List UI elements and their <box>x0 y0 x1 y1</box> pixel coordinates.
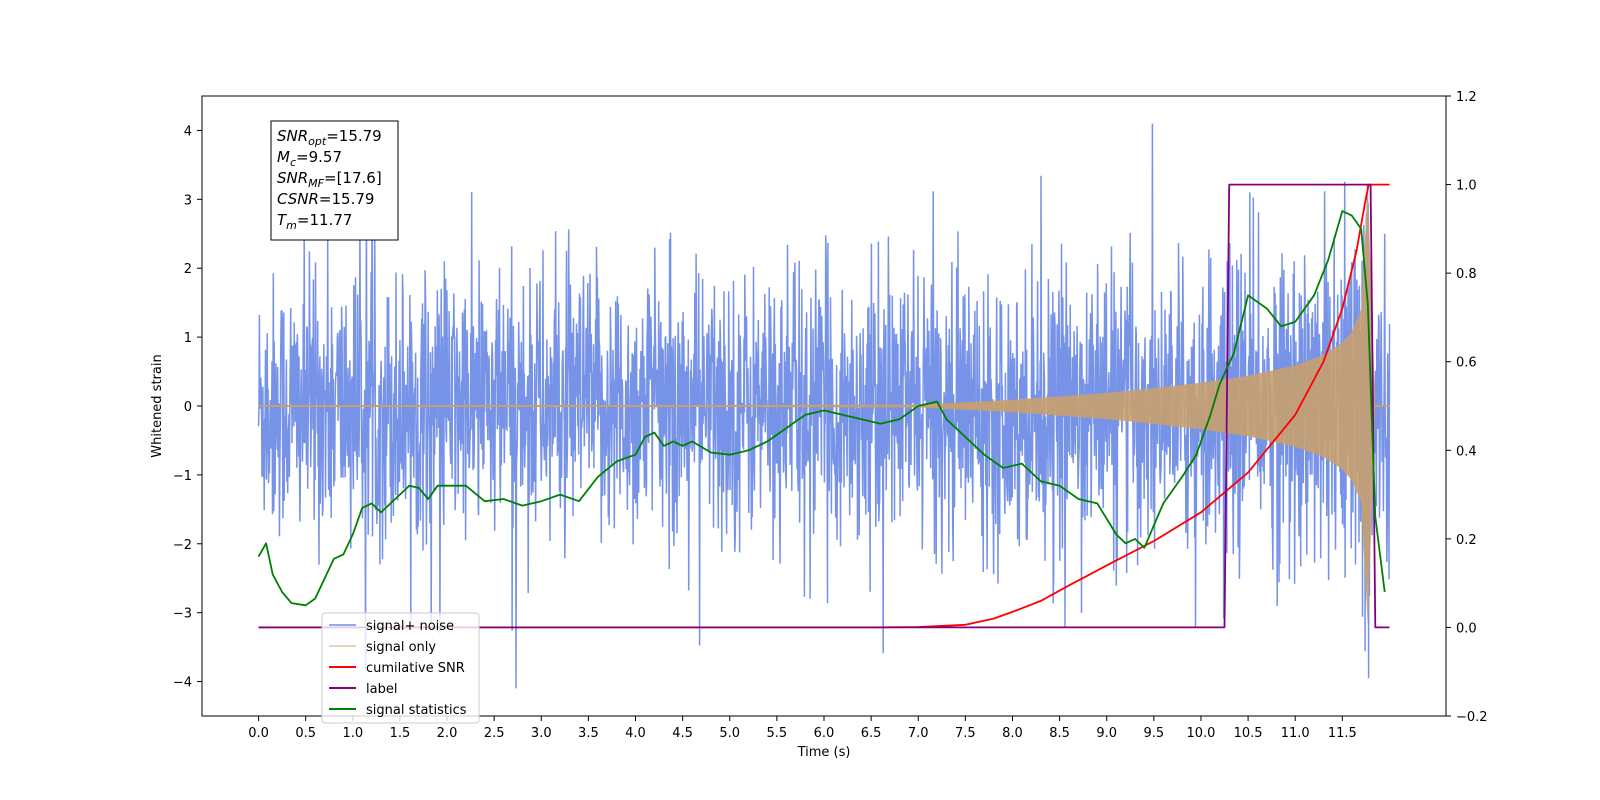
y2-tick-label: −0.2 <box>1456 710 1488 725</box>
x-axis: 0.0 0.5 1.0 1.5 2.0 2.5 3.0 3.5 4.0 4.5 5.0 5.5 6.0 6… <box>248 716 1357 741</box>
y-tick-label: 3 <box>184 193 192 208</box>
y2-tick-label: 1.0 <box>1456 179 1477 194</box>
y2-tick-label: 0.6 <box>1456 356 1477 371</box>
y-axis-label: Whitened strain <box>150 354 165 457</box>
x-tick-label: 5.0 <box>719 726 740 741</box>
x-tick-label: 2.5 <box>484 726 505 741</box>
x-tick-label: 4.5 <box>672 726 693 741</box>
annotation-line: Mc=9.57 <box>277 148 342 169</box>
y-tick-label: 1 <box>184 331 192 346</box>
y-tick-label: 2 <box>184 262 192 277</box>
x-tick-label: 8.5 <box>1049 726 1070 741</box>
y-tick-label: −4 <box>173 676 192 691</box>
legend-label: cumilative SNR <box>366 661 465 676</box>
y-tick-label: 4 <box>184 124 192 139</box>
series-label-line <box>258 183 1390 629</box>
x-tick-label: 1.5 <box>390 726 411 741</box>
x-tick-label: 10.0 <box>1186 726 1215 741</box>
x-tick-label: 6.5 <box>861 726 882 741</box>
x-axis-label: Time (s) <box>797 745 851 760</box>
legend-frame <box>321 612 480 724</box>
x-tick-label: 5.5 <box>767 726 788 741</box>
x-tick-label: 7.0 <box>908 726 929 741</box>
y2-tick-label: 0.0 <box>1456 621 1477 636</box>
y2-tick-label: 0.8 <box>1456 267 1477 282</box>
x-tick-label: 0.0 <box>248 726 269 741</box>
x-tick-label: 0.5 <box>295 726 316 741</box>
y-tick-label: −2 <box>173 538 192 553</box>
series-cumulative-snr-line <box>258 183 1390 629</box>
annotation-frame <box>270 120 399 241</box>
y-tick-label: 0 <box>184 400 192 415</box>
x-tick-label: 3.0 <box>531 726 552 741</box>
legend-label: signal only <box>366 640 436 655</box>
x-tick-label: 7.5 <box>955 726 976 741</box>
y-tick-label: −3 <box>173 607 192 622</box>
y2-tick-label: 1.2 <box>1456 90 1477 105</box>
annotation-box: SNRopt=15.79Mc=9.57SNRMF=[17.6]CSNR=15.7… <box>270 120 399 241</box>
legend-label: signal statistics <box>366 703 467 718</box>
y-axis-left: 4 3 2 1 0 −1 −2 −3 −4 <box>173 124 202 691</box>
x-tick-label: 9.0 <box>1096 726 1117 741</box>
x-tick-label: 3.5 <box>578 726 599 741</box>
y-axis-right: 1.2 1.0 0.8 0.6 0.4 0.2 0.0 −0.2 <box>1446 90 1488 725</box>
annotation-line: CSNR=15.79 <box>277 190 374 208</box>
x-tick-label: 4.0 <box>625 726 646 741</box>
legend-label: signal+ noise <box>366 619 454 634</box>
y2-tick-label: 0.4 <box>1456 444 1477 459</box>
x-tick-label: 6.0 <box>814 726 835 741</box>
annotation-line: SNRMF=[17.6] <box>277 169 382 190</box>
x-tick-label: 8.0 <box>1002 726 1023 741</box>
series-signal-statistics-line <box>257 210 1386 607</box>
legend-label: label <box>366 682 397 697</box>
right-axis-series-layer <box>257 183 1390 629</box>
annotation-line: Tm=11.77 <box>277 211 352 232</box>
x-tick-label: 11.5 <box>1328 726 1357 741</box>
x-tick-label: 9.5 <box>1144 726 1165 741</box>
x-tick-label: 11.0 <box>1281 726 1310 741</box>
x-tick-label: 2.0 <box>437 726 458 741</box>
x-tick-label: 10.5 <box>1234 726 1263 741</box>
legend: signal+ noise signal only cumilative SNR la… <box>321 612 480 724</box>
y-tick-label: −1 <box>173 469 192 484</box>
x-tick-label: 1.0 <box>342 726 363 741</box>
y2-tick-label: 0.2 <box>1456 533 1477 548</box>
series-signal-only-layer <box>258 185 1390 627</box>
annotation-line: SNRopt=15.79 <box>277 127 382 148</box>
